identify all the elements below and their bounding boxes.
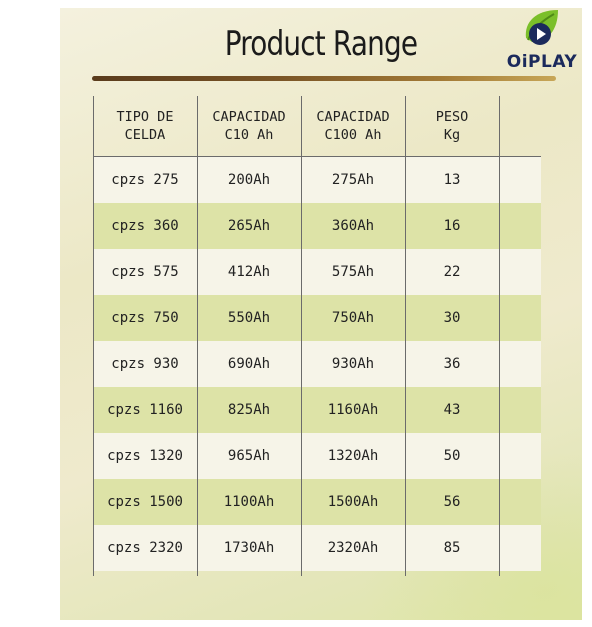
header-tipo-celda: TIPO DE CELDA [116, 109, 174, 143]
table-row: cpzs 1500 1100Ah 1500Ah 56 [93, 479, 541, 525]
table-header-row: TIPO DE CELDA CAPACIDAD C10 Ah CAPACIDAD… [93, 96, 541, 157]
cell-capacidad-c10: 965Ah [227, 448, 271, 464]
cell-capacidad-c100: 2320Ah [327, 540, 379, 556]
cell-capacidad-c100: 930Ah [331, 356, 375, 372]
cell-peso: 22 [443, 264, 461, 280]
cell-capacidad-c100: 1160Ah [327, 402, 379, 418]
play-leaf-icon [525, 10, 558, 45]
cell-capacidad-c10: 265Ah [227, 218, 271, 234]
cell-peso: 50 [443, 448, 461, 464]
table-row: cpzs 2320 1730Ah 2320Ah 85 [93, 525, 541, 571]
cell-tipo-celda: cpzs 930 [111, 356, 179, 372]
cell-capacidad-c100: 360Ah [331, 218, 375, 234]
column-divider [405, 96, 406, 576]
cell-peso: 43 [443, 402, 461, 418]
header-capacidad-c100: CAPACIDAD C100 Ah [316, 109, 390, 143]
product-sheet: Product Range TIPO DE CELDA CAPACIDAD C1… [60, 8, 582, 620]
table-row: cpzs 575 412Ah 575Ah 22 [93, 249, 541, 295]
cell-tipo-celda: cpzs 360 [111, 218, 179, 234]
cell-peso: 56 [443, 494, 461, 510]
cell-capacidad-c100: 575Ah [331, 264, 375, 280]
cell-capacidad-c10: 550Ah [227, 310, 271, 326]
cell-tipo-celda: cpzs 2320 [107, 540, 183, 556]
cell-peso: 16 [443, 218, 461, 234]
cell-capacidad-c10: 412Ah [227, 264, 271, 280]
table-row: cpzs 1320 965Ah 1320Ah 50 [93, 433, 541, 479]
table-row: cpzs 1160 825Ah 1160Ah 43 [93, 387, 541, 433]
cell-capacidad-c10: 200Ah [227, 172, 271, 188]
table-row: cpzs 275 200Ah 275Ah 13 [93, 157, 541, 203]
cell-capacidad-c10: 690Ah [227, 356, 271, 372]
table-row: cpzs 930 690Ah 930Ah 36 [93, 341, 541, 387]
header-capacidad-c10: CAPACIDAD C10 Ah [212, 109, 286, 143]
title-divider [92, 76, 556, 81]
brand-logo-text: OiPLAY [506, 52, 578, 72]
cell-capacidad-c100: 1320Ah [327, 448, 379, 464]
column-divider [197, 96, 198, 576]
brand-logo: OiPLAY [498, 8, 586, 74]
cell-tipo-celda: cpzs 275 [111, 172, 179, 188]
cell-capacidad-c100: 1500Ah [327, 494, 379, 510]
cell-capacidad-c100: 750Ah [331, 310, 375, 326]
cell-tipo-celda: cpzs 750 [111, 310, 179, 326]
cell-peso: 30 [443, 310, 461, 326]
cell-tipo-celda: cpzs 575 [111, 264, 179, 280]
table-border-right [499, 96, 500, 576]
table-body: cpzs 275 200Ah 275Ah 13 cpzs 360 265Ah 360Ah 16… [93, 157, 541, 571]
header-peso: PESO Kg [435, 109, 469, 143]
product-table: TIPO DE CELDA CAPACIDAD C10 Ah CAPACIDAD… [93, 96, 541, 576]
column-divider [301, 96, 302, 576]
cell-tipo-celda: cpzs 1320 [107, 448, 183, 464]
table-row: cpzs 360 265Ah 360Ah 16 [93, 203, 541, 249]
cell-tipo-celda: cpzs 1160 [107, 402, 183, 418]
page-title: Product Range [224, 24, 418, 64]
table-border-left [93, 96, 94, 576]
table-row: cpzs 750 550Ah 750Ah 30 [93, 295, 541, 341]
cell-peso: 13 [443, 172, 461, 188]
cell-tipo-celda: cpzs 1500 [107, 494, 183, 510]
cell-capacidad-c100: 275Ah [331, 172, 375, 188]
cell-peso: 85 [443, 540, 461, 556]
cell-capacidad-c10: 825Ah [227, 402, 271, 418]
cell-peso: 36 [443, 356, 461, 372]
cell-capacidad-c10: 1100Ah [223, 494, 275, 510]
cell-capacidad-c10: 1730Ah [223, 540, 275, 556]
